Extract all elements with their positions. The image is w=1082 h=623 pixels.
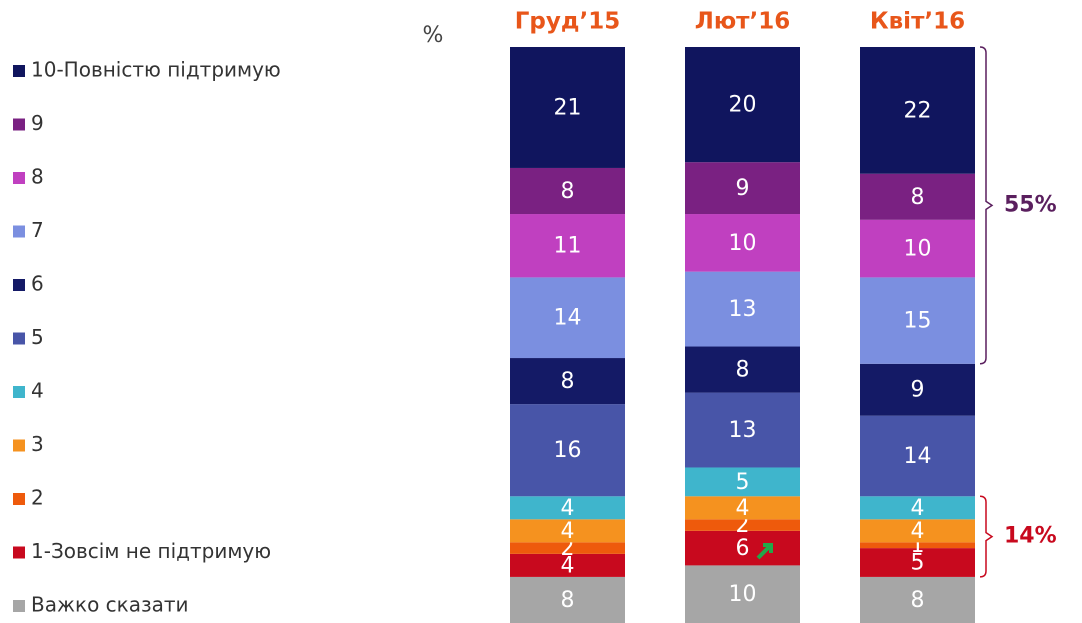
legend-swatch — [13, 118, 25, 131]
value-label: 8 — [561, 369, 575, 394]
bar-segment — [685, 162, 800, 215]
legend-label: 5 — [31, 325, 44, 349]
value-label: 8 — [911, 588, 925, 613]
value-label: 4 — [736, 496, 750, 521]
legend-label: 3 — [31, 432, 44, 456]
bar-segment — [685, 47, 800, 163]
bar-segment — [685, 519, 800, 531]
category-label: Груд’15 — [515, 9, 620, 35]
bar-segment — [510, 214, 625, 278]
bar-segment — [860, 277, 975, 364]
legend-label: 6 — [31, 272, 44, 296]
bar-segment — [860, 548, 975, 577]
bar-segment — [510, 358, 625, 405]
legend-label: 9 — [31, 111, 44, 135]
bar-segment — [510, 277, 625, 359]
value-label: 10 — [729, 582, 757, 607]
value-label: 8 — [736, 358, 750, 383]
value-label: 13 — [729, 418, 757, 443]
value-label: 14 — [554, 306, 582, 331]
value-label: 20 — [729, 93, 757, 118]
value-label: 16 — [554, 438, 582, 463]
value-label: 4 — [561, 519, 575, 544]
bracket-label: 55% — [1004, 192, 1057, 217]
bar-segment — [510, 542, 625, 554]
value-label: 8 — [561, 179, 575, 204]
legend-label: 10-Повністю підтримую — [31, 58, 281, 82]
bracket-label: 14% — [1004, 524, 1057, 549]
bar-segment — [860, 519, 975, 543]
bracket — [979, 46, 994, 365]
value-label: 4 — [911, 519, 925, 544]
bar-segment — [510, 167, 625, 215]
legend-swatch — [13, 332, 25, 345]
value-label: 2 — [736, 513, 750, 538]
bar-segment — [685, 271, 800, 347]
value-label: 11 — [554, 234, 582, 259]
legend-label: 1-Зовсім не підтримую — [31, 539, 271, 563]
value-label: 5 — [911, 551, 925, 576]
legend-label: 2 — [31, 486, 44, 510]
value-label: 6 — [736, 536, 750, 561]
legend-label: 8 — [31, 165, 44, 189]
legend-swatch — [13, 386, 25, 398]
bar-segment — [860, 415, 975, 497]
bar-segment — [685, 565, 800, 623]
category-label: Лют’16 — [695, 9, 791, 35]
bar-segment — [685, 530, 800, 566]
bar-segment — [860, 219, 975, 278]
legend-label: Важко сказати — [31, 593, 189, 617]
legend-label: 4 — [31, 379, 44, 403]
bar-segment — [685, 467, 800, 497]
bar-segment — [685, 214, 800, 272]
value-label: 8 — [561, 588, 575, 613]
legend-swatch — [13, 493, 25, 505]
legend-label: 7 — [31, 218, 44, 242]
value-label: 21 — [554, 95, 582, 120]
bar-segment — [510, 404, 625, 497]
value-label: 5 — [736, 470, 750, 495]
bar-segment — [685, 392, 800, 468]
bar-segment — [860, 173, 975, 220]
value-label: 8 — [911, 185, 925, 210]
bar-segment — [860, 47, 975, 174]
unit-label: % — [423, 23, 444, 48]
value-label: 13 — [729, 297, 757, 322]
bracket — [979, 495, 994, 578]
legend-swatch — [13, 225, 25, 238]
bar-segment — [510, 47, 625, 168]
bar-segment — [510, 519, 625, 543]
bar-segment — [685, 496, 800, 520]
value-label: 15 — [904, 309, 932, 334]
value-label: 10 — [729, 231, 757, 256]
legend-swatch — [13, 65, 25, 77]
bar-segment — [860, 576, 975, 623]
trend-arrow — [756, 543, 773, 560]
value-label: 9 — [911, 378, 925, 403]
value-label: 10 — [904, 237, 932, 262]
value-label: 2 — [561, 536, 575, 561]
bar-segment — [510, 496, 625, 520]
value-label: 4 — [561, 496, 575, 521]
value-label: 4 — [561, 553, 575, 578]
value-label: 22 — [904, 98, 932, 123]
legend-swatch — [13, 172, 25, 184]
bar-segment — [510, 553, 625, 577]
value-label: 9 — [736, 176, 750, 201]
bar-segment — [860, 363, 975, 416]
bar-segment — [685, 346, 800, 393]
legend-swatch — [13, 546, 25, 559]
legend-swatch — [13, 600, 25, 612]
bar-segment — [860, 542, 975, 549]
value-label: 14 — [904, 444, 932, 469]
legend-swatch — [13, 279, 25, 291]
category-label: Квіт’16 — [870, 9, 965, 35]
bar-segment — [510, 576, 625, 623]
bar-segment — [860, 496, 975, 520]
legend-swatch — [13, 439, 25, 452]
value-label: 4 — [911, 496, 925, 521]
